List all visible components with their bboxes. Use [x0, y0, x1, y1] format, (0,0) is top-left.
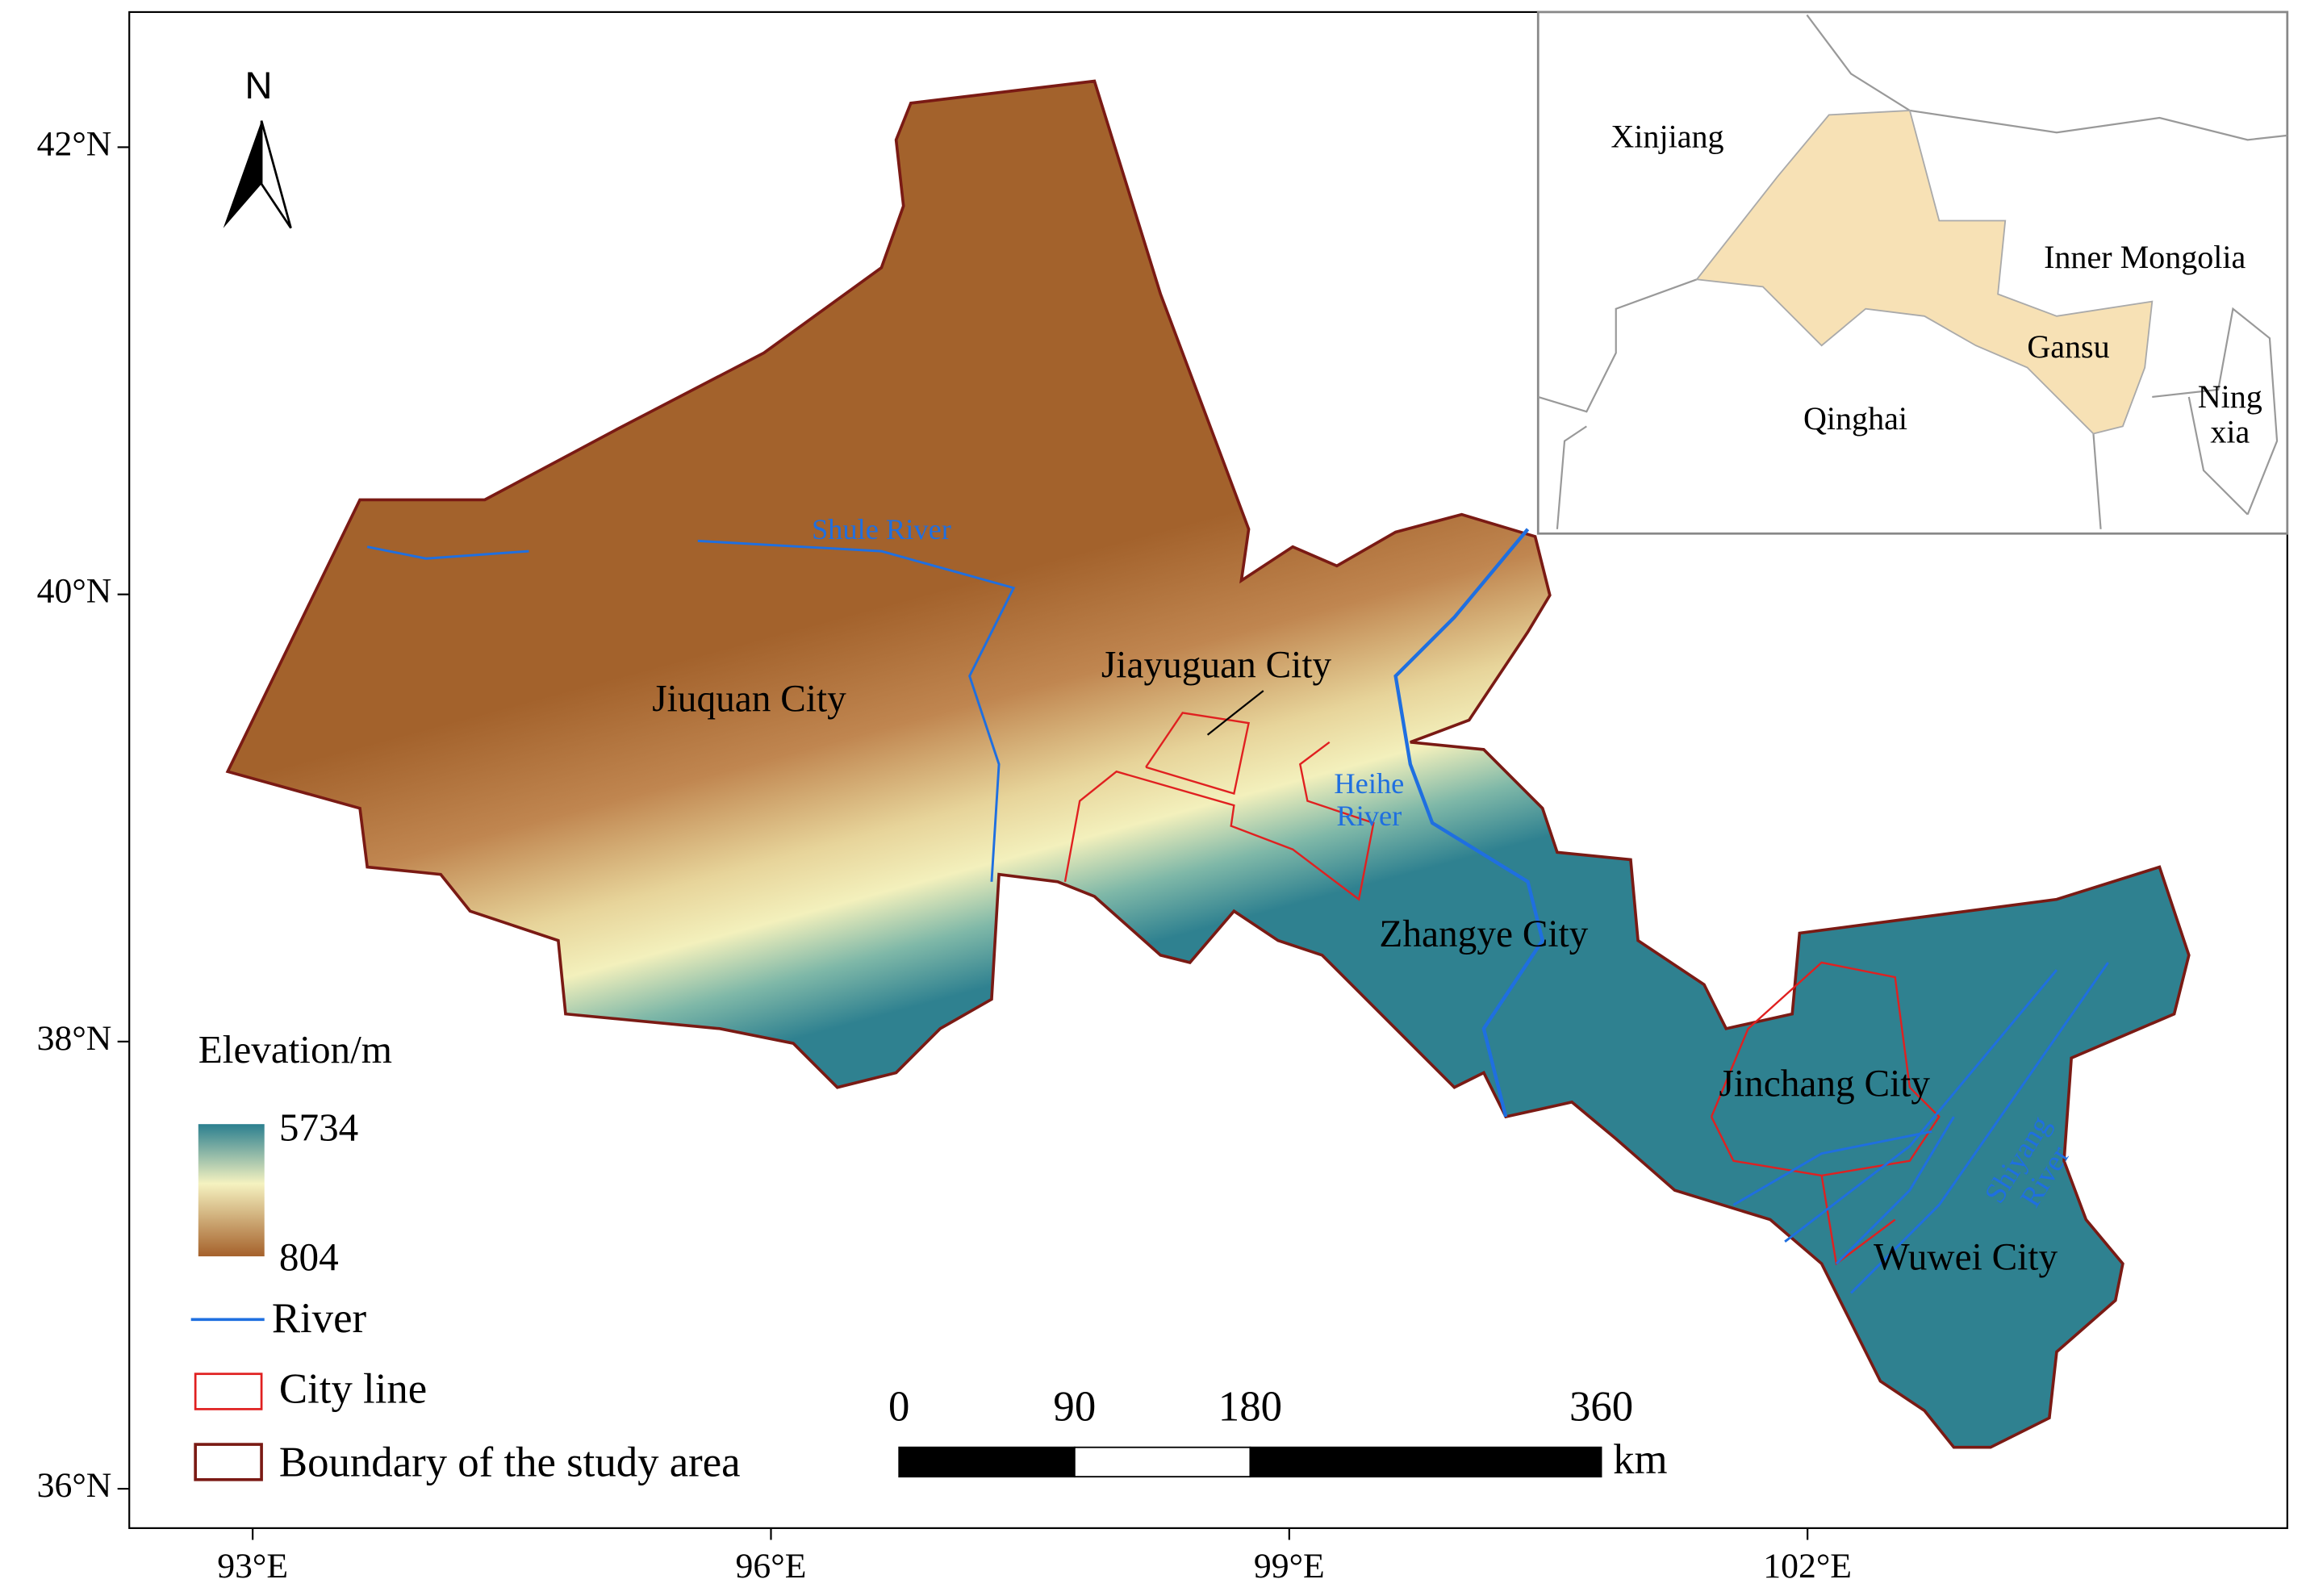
city-lines	[1063, 712, 1941, 1266]
lat-label: 38°N	[37, 1019, 112, 1058]
rivers	[366, 528, 2109, 1294]
legend-boundary-swatch	[194, 1443, 263, 1481]
north-label: N	[244, 65, 272, 107]
lon-label: 102°E	[1763, 1547, 1852, 1586]
border	[2187, 396, 2249, 516]
inset	[1536, 10, 2289, 535]
leader-line	[1206, 690, 1264, 736]
legend-title: Elevation/m	[198, 1027, 392, 1072]
arrow-left	[223, 120, 262, 228]
inset-label: Inner Mongolia	[2044, 239, 2246, 275]
city-line	[1710, 961, 1941, 1177]
gansu-shape	[1695, 109, 2154, 435]
border	[2092, 433, 2102, 529]
inset-label: xia	[2210, 413, 2250, 449]
lat-label: 42°N	[37, 124, 112, 163]
legend-city-swatch	[194, 1372, 263, 1410]
legend-min: 804	[279, 1235, 339, 1279]
lat-label: 40°N	[37, 572, 112, 611]
scale-label: 0	[888, 1383, 909, 1430]
border	[2152, 307, 2279, 516]
city-label: Jinchang City	[1719, 1063, 1930, 1105]
city-label: Jiuquan City	[652, 679, 846, 721]
city-line	[1063, 741, 1375, 901]
scale-label: 180	[1218, 1383, 1282, 1430]
river	[366, 545, 529, 560]
inset-label: Xinjiang	[1611, 119, 1723, 155]
river-label: Shule River	[812, 513, 951, 545]
border	[1806, 14, 2287, 141]
province-borders	[1537, 14, 2287, 529]
scale-label: 360	[1569, 1383, 1633, 1430]
river-label: Heihe	[1334, 767, 1404, 800]
scale-segment	[1073, 1446, 1251, 1478]
inset-label: Gansu	[2027, 328, 2109, 365]
north-arrow	[223, 120, 292, 229]
city-label: Jiayuguan City	[1101, 645, 1332, 687]
legend-item: City line	[279, 1365, 427, 1412]
study-area	[225, 79, 2191, 1449]
legend-item: Boundary of the study area	[279, 1439, 741, 1486]
inset-label: Ning	[2198, 378, 2262, 415]
legend-max: 5734	[279, 1105, 358, 1150]
scale-unit: km	[1613, 1436, 1667, 1483]
river	[697, 539, 1016, 882]
river	[1835, 1116, 1955, 1265]
elevation-ramp	[198, 1124, 265, 1257]
river	[1850, 962, 2109, 1294]
lon-label: 99°E	[1254, 1547, 1325, 1586]
lon-label: 93°E	[217, 1547, 288, 1586]
lat-label: 36°N	[37, 1466, 112, 1505]
scale-segment	[1249, 1446, 1602, 1478]
legend-item: River	[272, 1295, 367, 1342]
river-label: River	[1336, 800, 1402, 832]
city-label: Zhangye City	[1379, 913, 1588, 955]
city-label: Wuwei City	[1874, 1236, 2058, 1278]
city-line	[1145, 712, 1250, 796]
border	[1556, 425, 1587, 529]
river	[1784, 969, 2058, 1243]
lon-label: 96°E	[736, 1547, 807, 1586]
arrow-right	[260, 120, 292, 229]
border	[1537, 278, 1698, 413]
map-frame	[128, 10, 2288, 1529]
river	[1393, 528, 1545, 1118]
inset-label: Qinghai	[1803, 400, 1907, 437]
river	[1732, 1130, 1932, 1206]
scale-label: 90	[1053, 1383, 1096, 1430]
scale-segment	[898, 1446, 1076, 1478]
